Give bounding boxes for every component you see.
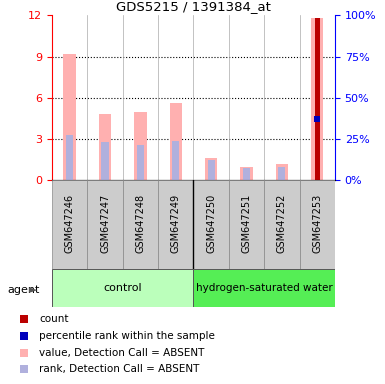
Bar	[193, 269, 335, 307]
Bar	[315, 18, 320, 180]
Bar	[229, 180, 264, 269]
Bar	[276, 164, 288, 180]
Bar	[87, 180, 123, 269]
Text: GSM647252: GSM647252	[277, 194, 287, 253]
Text: GSM647251: GSM647251	[241, 194, 251, 253]
Bar	[240, 167, 253, 180]
Bar	[102, 142, 109, 180]
Text: GSM647250: GSM647250	[206, 194, 216, 253]
Bar	[208, 160, 215, 180]
Title: GDS5215 / 1391384_at: GDS5215 / 1391384_at	[116, 0, 271, 13]
Bar	[137, 145, 144, 180]
Text: ►: ►	[29, 285, 37, 295]
Text: GSM647249: GSM647249	[171, 194, 181, 253]
Bar	[243, 168, 250, 180]
Text: count: count	[39, 314, 69, 324]
Bar	[205, 159, 218, 180]
Text: hydrogen-saturated water: hydrogen-saturated water	[196, 283, 333, 293]
Text: percentile rank within the sample: percentile rank within the sample	[39, 331, 215, 341]
Text: value, Detection Call = ABSENT: value, Detection Call = ABSENT	[39, 348, 204, 358]
Bar	[52, 269, 193, 307]
Bar	[264, 180, 300, 269]
Bar	[278, 167, 285, 180]
Bar	[123, 180, 158, 269]
Bar	[52, 180, 87, 269]
Bar	[300, 180, 335, 269]
Bar	[134, 112, 147, 180]
Bar	[64, 54, 76, 180]
Bar	[169, 103, 182, 180]
Bar	[172, 141, 179, 180]
Bar	[66, 135, 73, 180]
Text: GSM647247: GSM647247	[100, 194, 110, 253]
Bar	[311, 18, 323, 180]
Text: GSM647253: GSM647253	[312, 194, 322, 253]
Bar	[158, 180, 193, 269]
Bar	[193, 180, 229, 269]
Bar	[99, 114, 111, 180]
Text: agent: agent	[8, 285, 40, 295]
Text: rank, Detection Call = ABSENT: rank, Detection Call = ABSENT	[39, 364, 199, 374]
Text: control: control	[104, 283, 142, 293]
Text: GSM647248: GSM647248	[136, 194, 146, 253]
Text: GSM647246: GSM647246	[65, 194, 75, 253]
